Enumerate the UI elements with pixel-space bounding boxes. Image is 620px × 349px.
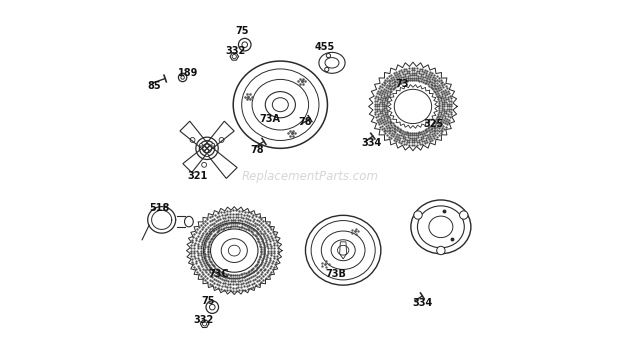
Text: 73C: 73C xyxy=(208,269,229,279)
Text: 325: 325 xyxy=(423,119,444,129)
Text: ReplacementParts.com: ReplacementParts.com xyxy=(242,170,378,183)
Circle shape xyxy=(436,246,445,255)
Circle shape xyxy=(325,67,329,72)
Circle shape xyxy=(414,211,422,219)
Text: 334: 334 xyxy=(361,138,381,148)
Text: 321: 321 xyxy=(187,171,208,181)
Circle shape xyxy=(459,211,468,219)
Circle shape xyxy=(326,53,330,58)
Text: 518: 518 xyxy=(149,203,169,213)
Circle shape xyxy=(200,143,202,146)
Circle shape xyxy=(206,154,208,157)
Text: 332: 332 xyxy=(194,315,214,325)
Circle shape xyxy=(211,143,215,146)
Ellipse shape xyxy=(203,222,265,279)
Text: 73A: 73A xyxy=(259,114,280,124)
Text: 73B: 73B xyxy=(325,269,346,279)
Ellipse shape xyxy=(394,89,432,124)
Text: 332: 332 xyxy=(225,46,246,55)
Text: 334: 334 xyxy=(412,298,433,308)
Text: 78: 78 xyxy=(298,117,312,127)
Text: 189: 189 xyxy=(178,68,198,78)
Text: 73: 73 xyxy=(396,79,409,89)
Text: 78: 78 xyxy=(250,145,264,155)
Text: 85: 85 xyxy=(148,81,161,90)
Text: 75: 75 xyxy=(202,296,215,306)
Text: 455: 455 xyxy=(314,42,335,52)
Text: 75: 75 xyxy=(236,27,249,36)
